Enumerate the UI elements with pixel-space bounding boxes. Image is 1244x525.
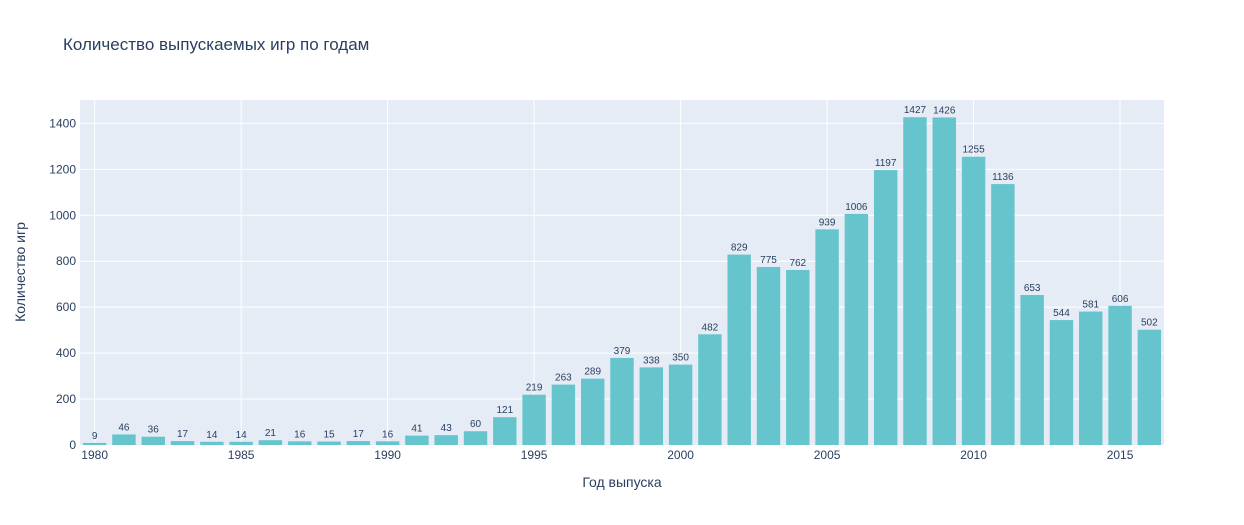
bar-value-label: 16 xyxy=(294,429,306,440)
chart-title: Количество выпускаемых игр по годам xyxy=(63,35,369,54)
bar xyxy=(668,364,693,445)
bar-value-label: 46 xyxy=(118,422,130,433)
bar-value-label: 14 xyxy=(236,430,248,441)
bar-value-label: 16 xyxy=(382,429,394,440)
bar-value-label: 17 xyxy=(177,429,189,440)
bar-value-label: 1427 xyxy=(904,105,927,116)
bar xyxy=(82,442,107,445)
y-axis-ticks: 0 200 400 600 800 1000 1200 1400 xyxy=(49,116,76,452)
bar xyxy=(756,266,781,445)
bar-value-label: 9 xyxy=(92,431,98,442)
y-tick-label: 1000 xyxy=(49,208,76,222)
x-tick-label: 2005 xyxy=(814,448,841,462)
bar xyxy=(961,156,986,445)
bar-value-label: 121 xyxy=(496,405,513,416)
bar xyxy=(639,367,664,445)
y-tick-label: 0 xyxy=(69,438,76,452)
bar-value-label: 15 xyxy=(323,430,335,441)
y-tick-label: 800 xyxy=(56,254,76,268)
x-axis-title: Год выпуска xyxy=(582,474,662,490)
bar xyxy=(375,441,400,445)
bar xyxy=(580,378,605,445)
x-tick-label: 2000 xyxy=(667,448,694,462)
bar xyxy=(1020,295,1044,445)
bar xyxy=(873,170,898,446)
bar xyxy=(1108,305,1132,445)
bar-value-label: 338 xyxy=(643,355,660,366)
x-tick-label: 1995 xyxy=(521,448,548,462)
bar-value-label: 502 xyxy=(1141,318,1158,329)
bar-value-label: 17 xyxy=(353,429,365,440)
bar-value-label: 219 xyxy=(526,383,543,394)
bar xyxy=(991,184,1015,445)
y-tick-label: 200 xyxy=(56,392,76,406)
bar xyxy=(522,394,546,445)
bar xyxy=(493,417,517,445)
bar-value-label: 43 xyxy=(441,423,453,434)
bar xyxy=(258,440,283,445)
bar xyxy=(551,384,576,445)
bar-value-label: 36 xyxy=(148,425,160,436)
bar xyxy=(1049,320,1074,445)
bar-value-label: 1136 xyxy=(992,172,1014,183)
bars xyxy=(82,117,1162,446)
y-tick-label: 400 xyxy=(56,346,76,360)
bar xyxy=(288,441,312,445)
bar-value-label: 41 xyxy=(411,424,423,435)
bar-value-label: 379 xyxy=(614,346,631,357)
bar-value-label: 762 xyxy=(789,258,806,269)
y-tick-label: 1400 xyxy=(49,116,76,130)
bar-value-label: 775 xyxy=(760,255,777,266)
bar-value-label: 263 xyxy=(555,373,572,384)
bar-value-label: 14 xyxy=(206,430,218,441)
y-tick-label: 600 xyxy=(56,300,76,314)
bar xyxy=(405,435,429,445)
y-tick-label: 1200 xyxy=(49,162,76,176)
bar-value-label: 1255 xyxy=(962,145,985,156)
bar-value-label: 939 xyxy=(819,217,836,228)
x-tick-label: 1990 xyxy=(374,448,401,462)
bar xyxy=(229,441,253,445)
x-tick-label: 1985 xyxy=(228,448,255,462)
bar xyxy=(815,229,839,445)
x-tick-label: 2010 xyxy=(960,448,987,462)
bar-value-label: 350 xyxy=(672,353,689,364)
bar-value-label: 544 xyxy=(1053,308,1070,319)
x-tick-label: 1980 xyxy=(81,448,108,462)
bar xyxy=(932,117,956,445)
x-axis-ticks: 1980 1985 1990 1995 2000 2005 2010 2015 xyxy=(81,448,1133,462)
bar-value-label: 482 xyxy=(702,322,719,333)
bar xyxy=(786,269,810,445)
y-axis-title: Количество игр xyxy=(12,222,28,322)
bar xyxy=(1137,329,1162,445)
bar xyxy=(698,334,722,445)
x-tick-label: 2015 xyxy=(1107,448,1134,462)
bar xyxy=(463,431,488,445)
bar-labels: 9 46 36 17 14 14 21 16 15 17 16 41 43 60 121 219 263 289 3… xyxy=(92,105,1158,442)
bar-value-label: 60 xyxy=(470,419,482,430)
gridlines xyxy=(80,100,1164,445)
bar xyxy=(903,117,927,446)
bar-value-label: 1426 xyxy=(933,105,956,116)
bar xyxy=(170,441,195,445)
bar xyxy=(317,441,341,445)
bar-value-label: 289 xyxy=(584,367,601,378)
bar xyxy=(434,435,458,445)
bar xyxy=(200,441,224,445)
bar-value-label: 829 xyxy=(731,243,748,254)
bar xyxy=(346,441,371,445)
bar-value-label: 21 xyxy=(265,428,277,439)
bar xyxy=(727,254,751,445)
bar xyxy=(1079,311,1103,445)
bar xyxy=(610,357,634,445)
bar-value-label: 606 xyxy=(1112,294,1129,305)
bar-value-label: 581 xyxy=(1082,300,1099,311)
bar xyxy=(844,213,869,445)
bar-value-label: 1006 xyxy=(845,202,868,213)
bar xyxy=(141,436,165,445)
bar xyxy=(112,434,136,445)
bar-value-label: 653 xyxy=(1024,283,1041,294)
bar-value-label: 1197 xyxy=(875,158,897,169)
